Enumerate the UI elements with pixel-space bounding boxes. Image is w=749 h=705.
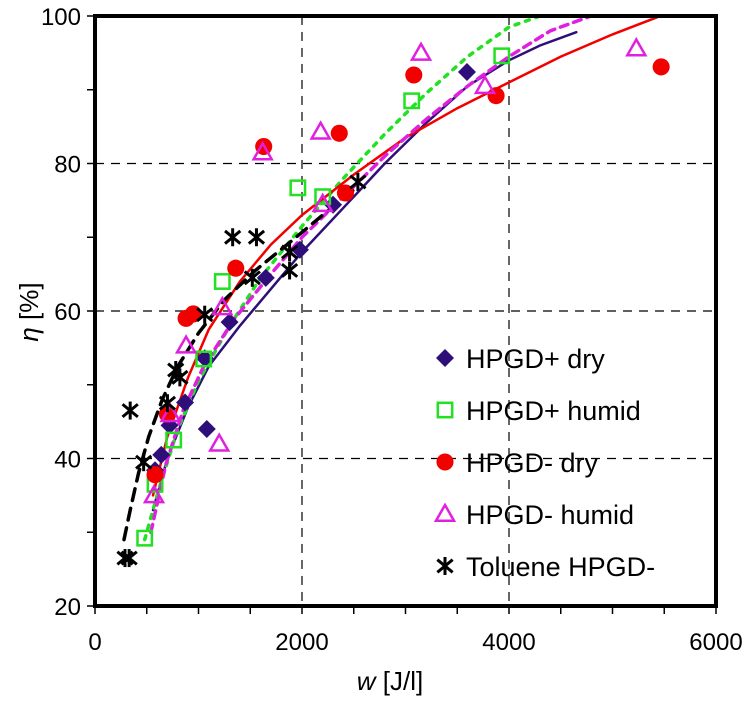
legend-label: Toluene HPGD- [466,552,655,582]
legend-marker-hpgd-dry [436,349,454,367]
data-point-toluene-hpgd- [135,453,153,472]
data-point-hpgd-humid [195,350,213,368]
asterisk-stroke [280,262,299,278]
data-point-toluene-hpgd- [280,261,299,280]
asterisk-stroke [171,369,189,385]
x-axis-title: w [J/l] [357,666,423,696]
data-point-hpgd-humid [309,120,332,140]
data-point-hpgd-dry [330,124,348,142]
legend-label: HPGD+ dry [466,344,605,374]
data-point-toluene-hpgd- [224,228,242,247]
y-tick-label: 100 [41,4,81,31]
data-point-hpgd-humid [625,36,648,57]
data-point-hpgd-humid [208,432,231,452]
asterisk-stroke [247,229,266,245]
data-point-hpgd-humid [493,47,511,65]
asterisk-stroke [120,550,138,566]
data-points [116,36,670,568]
legend-marker-hpgd-humid [436,401,454,419]
data-point-toluene-hpgd- [121,401,139,420]
data-point-hpgd-humid [251,140,274,161]
y-tick-label: 40 [54,447,81,474]
data-point-hpgd-humid [473,74,497,95]
data-point-toluene-hpgd- [243,268,261,287]
data-point-hpgd-dry [197,420,216,438]
data-point-hpgd-dry [227,259,245,277]
data-point-hpgd-dry [195,349,214,368]
x-axis-variable: w [357,666,378,696]
data-point-hpgd-humid [409,41,433,61]
y-tick-label: 80 [54,152,81,179]
asterisk-stroke [121,403,139,419]
fit-line-hpgd-dry [151,16,664,497]
data-point-toluene-hpgd- [196,305,214,324]
data-point-toluene-hpgd- [349,172,367,191]
data-point-hpgd-humid [142,483,166,504]
data-point-hpgd-humid [159,402,182,423]
fit-line-toluene-hpgd- [122,183,361,542]
y-axis-unit: [%] [14,282,44,327]
data-point-toluene-hpgd- [120,549,138,568]
asterisk-stroke [135,454,153,470]
y-tick-label: 20 [54,594,81,621]
legend-marker-hpgd-dry [436,453,454,471]
asterisk-stroke [224,229,242,245]
legend-label: HPGD- humid [466,500,634,530]
asterisk-stroke [167,362,185,378]
x-tick-label: 6000 [689,629,742,656]
data-point-hpgd-dry [256,268,275,287]
asterisk-stroke [158,395,177,411]
asterisk-stroke [280,244,299,260]
data-point-hpgd-dry [152,445,171,464]
asterisk-stroke [436,558,454,574]
data-point-toluene-hpgd- [158,394,177,413]
x-tick-label: 2000 [275,629,328,656]
data-point-hpgd-humid [289,179,307,197]
data-point-hpgd-dry [487,87,505,105]
data-point-hpgd-humid [403,92,421,110]
legend-label: HPGD+ humid [466,396,641,426]
data-point-hpgd-dry [652,58,670,76]
legend-marker-toluene-hpgd- [436,557,454,575]
x-tick-label: 4000 [482,629,535,656]
data-point-hpgd-humid [136,529,154,547]
data-point-hpgd-humid [211,295,234,316]
data-point-hpgd-humid [314,188,332,206]
y-axis-variable: η [14,327,44,341]
legend-label: HPGD- dry [466,448,599,478]
legend-marker-hpgd-humid [433,502,457,522]
data-point-hpgd-dry [220,313,239,332]
data-point-hpgd-dry [457,63,476,82]
y-tick-label: 60 [54,299,81,326]
asterisk-stroke [196,307,214,323]
data-point-toluene-hpgd- [247,228,266,247]
data-point-hpgd-dry [405,66,423,84]
data-point-hpgd-dry [324,195,343,214]
data-point-hpgd-humid [165,431,183,449]
data-point-hpgd-dry [146,466,164,484]
asterisk-stroke [243,270,261,286]
data-point-hpgd-humid [213,273,231,290]
x-axis-unit: [J/l] [376,666,424,696]
data-point-hpgd-dry [336,184,355,202]
data-point-toluene-hpgd- [171,368,189,387]
axis-ticks [87,15,717,614]
data-point-toluene-hpgd- [280,243,299,261]
x-tick-label: 0 [88,629,101,656]
data-point-hpgd-humid [311,192,334,213]
data-point-hpgd-humid [174,334,198,354]
tick-labels: 0 2000 4000 6000 20 40 60 80 100 [41,4,743,656]
legend: HPGD+ dry HPGD+ humid HPGD- dry HPGD- humid… [433,344,655,582]
y-axis-title: η [%] [14,282,44,341]
asterisk-stroke [349,174,367,190]
data-point-hpgd-dry [176,393,195,412]
